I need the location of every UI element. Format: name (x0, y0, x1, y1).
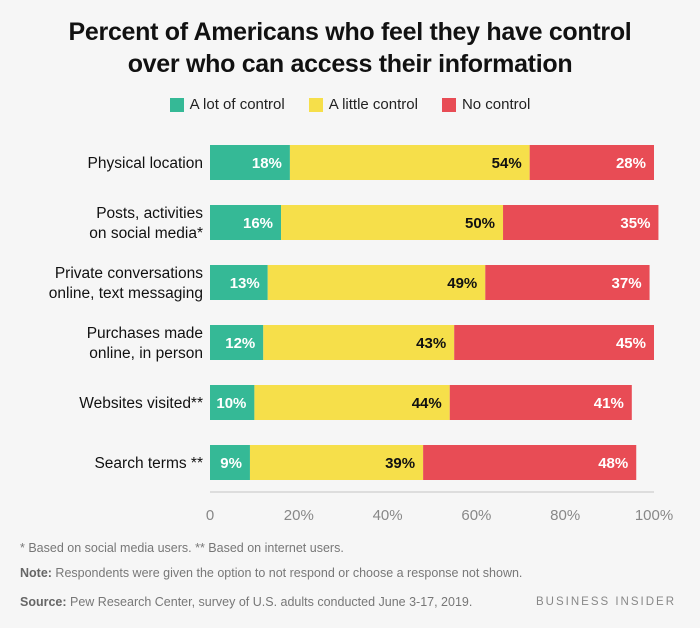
data-label-a-little: 49% (447, 275, 477, 292)
chart-title-line-2: over who can access their information (127, 50, 573, 78)
bar-a-little (254, 385, 450, 420)
category-label: Search terms ** (94, 455, 203, 472)
legend-label-a-lot: A lot of control (189, 96, 285, 113)
data-label-a-little: 39% (385, 455, 415, 472)
data-label-a-lot: 18% (252, 155, 282, 172)
data-label-a-little: 54% (492, 155, 522, 172)
x-tick-label: 20% (284, 507, 314, 524)
source-text: Pew Research Center, survey of U.S. adul… (66, 595, 473, 609)
category-label: Physical location (88, 155, 203, 172)
data-label-no-control: 45% (616, 335, 646, 352)
legend-item-a-little: A little control (308, 96, 418, 113)
legend-swatch-a-lot (169, 97, 184, 112)
legend-item-a-lot: A lot of control (169, 96, 285, 113)
x-tick-label: 0 (206, 507, 214, 524)
note-text: Respondents were given the option to not… (51, 566, 523, 580)
data-label-no-control: 37% (612, 275, 642, 292)
legend: A lot of control A little control No con… (0, 96, 700, 113)
footnote-source: Source: Pew Research Center, survey of U… (20, 595, 472, 609)
x-tick-label: 100% (635, 507, 673, 524)
x-tick-label: 80% (550, 507, 580, 524)
x-tick-label: 40% (373, 507, 403, 524)
data-label-a-little: 43% (416, 335, 446, 352)
bar-a-lot (210, 445, 250, 480)
bar-no-control (485, 265, 650, 300)
bar-no-control (454, 325, 654, 360)
bar-no-control (449, 385, 632, 420)
legend-item-no-control: No control (441, 96, 531, 113)
legend-swatch-no-control (441, 97, 456, 112)
data-label-a-little: 50% (465, 215, 495, 232)
bar-a-lot (210, 145, 290, 180)
footnote-note: Note: Respondents were given the option … (20, 566, 522, 580)
data-label-no-control: 28% (616, 155, 646, 172)
data-label-a-lot: 9% (220, 455, 242, 472)
legend-label-no-control: No control (461, 96, 531, 113)
legend-swatch-a-little (308, 97, 323, 112)
chart-title-line-1: Percent of Americans who feel they have … (68, 18, 632, 46)
bar-a-little (289, 145, 530, 180)
data-label-no-control: 48% (598, 455, 628, 472)
data-label-a-lot: 16% (243, 215, 273, 232)
bar-no-control (503, 205, 659, 240)
chart-title: Percent of Americans who feel they have … (0, 16, 700, 80)
category-label: Private conversations online, text messag… (49, 265, 203, 302)
data-label-a-lot: 13% (230, 275, 260, 292)
bar-a-little (263, 325, 455, 360)
bar-a-lot (210, 385, 255, 420)
source-label: Source: (20, 595, 67, 609)
data-label-a-lot: 10% (216, 395, 246, 412)
brand-logo: BUSINESS INSIDER (536, 596, 676, 608)
note-label: Note: (20, 566, 52, 580)
data-label-a-little: 44% (412, 395, 442, 412)
bar-a-lot (210, 265, 268, 300)
footnote-asterisks: * Based on social media users. ** Based … (20, 541, 344, 555)
data-label-a-lot: 12% (225, 335, 255, 352)
bar-no-control (529, 145, 654, 180)
bar-no-control (423, 445, 637, 480)
bar-a-little (267, 265, 486, 300)
bar-a-lot (210, 205, 282, 240)
bar-a-little (249, 445, 424, 480)
data-label-no-control: 35% (620, 215, 650, 232)
category-label: Posts, activities on social media* (89, 205, 203, 242)
bar-a-little (281, 205, 504, 240)
data-label-no-control: 41% (594, 395, 624, 412)
category-label: Websites visited** (79, 395, 203, 412)
legend-label-a-little: A little control (328, 96, 418, 113)
category-label: Purchases made online, in person (87, 325, 203, 362)
x-tick-label: 60% (461, 507, 491, 524)
bar-a-lot (210, 325, 264, 360)
